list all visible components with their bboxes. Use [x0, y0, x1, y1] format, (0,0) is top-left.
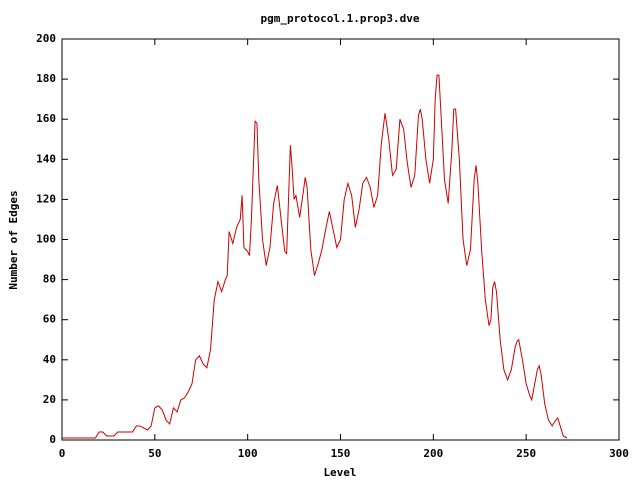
x-tick-label: 300 — [609, 447, 629, 460]
x-tick-label: 100 — [238, 447, 258, 460]
y-tick-label: 40 — [43, 353, 56, 366]
y-tick-label: 20 — [43, 393, 56, 406]
y-tick-label: 200 — [36, 32, 56, 45]
y-tick-label: 0 — [49, 433, 56, 446]
x-tick-label: 0 — [59, 447, 66, 460]
x-tick-label: 200 — [423, 447, 443, 460]
x-axis-label: Level — [323, 466, 356, 479]
x-tick-label: 150 — [331, 447, 351, 460]
y-tick-label: 180 — [36, 72, 56, 85]
y-tick-label: 120 — [36, 192, 56, 205]
y-tick-label: 140 — [36, 152, 56, 165]
y-tick-label: 160 — [36, 112, 56, 125]
chart-title: pgm_protocol.1.prop3.dve — [261, 12, 420, 25]
y-axis-label: Number of Edges — [7, 190, 20, 289]
y-tick-label: 80 — [43, 273, 56, 286]
y-tick-label: 100 — [36, 233, 56, 246]
x-tick-label: 50 — [148, 447, 161, 460]
y-tick-label: 60 — [43, 313, 56, 326]
data-line — [62, 74, 568, 439]
x-tick-label: 250 — [516, 447, 536, 460]
